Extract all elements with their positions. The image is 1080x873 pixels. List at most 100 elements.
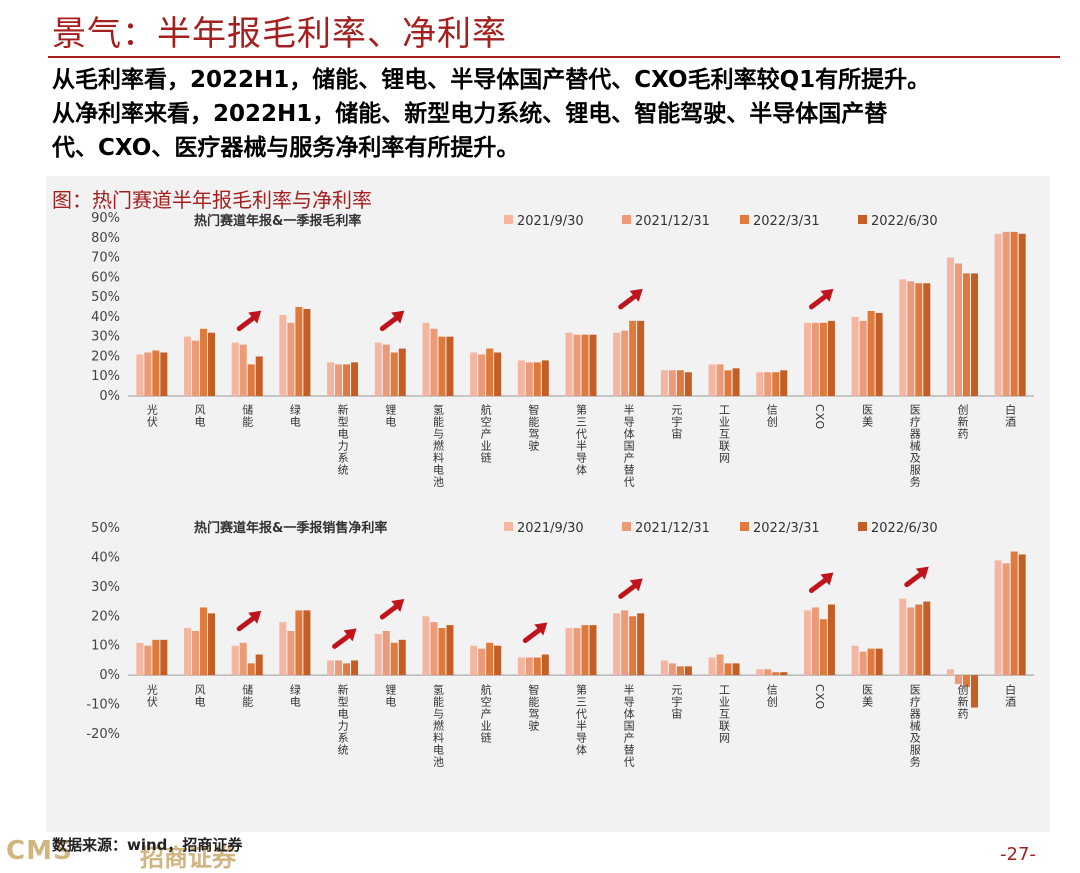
bar xyxy=(152,639,160,676)
category-label: 新型电力系统 xyxy=(336,683,349,756)
bar xyxy=(335,364,343,396)
bar xyxy=(907,281,915,396)
category-label: 储能 xyxy=(241,403,254,428)
trend-arrow xyxy=(904,570,926,588)
summary-line-2: 从净利率来看，2022H1，储能、新型电力系统、锂电、智能驾驶、半导体国产替 xyxy=(52,101,888,127)
bar xyxy=(152,350,160,396)
summary-line-3: 代、CXO、医疗器械与服务净利率有所提升。 xyxy=(52,135,520,161)
trend-arrow xyxy=(618,581,640,599)
bar xyxy=(192,631,200,676)
bar xyxy=(327,362,335,396)
bar xyxy=(255,654,263,676)
bar xyxy=(287,631,295,676)
trend-arrow xyxy=(332,631,354,649)
category-label: 新型电力系统 xyxy=(336,403,349,476)
category-label: 医疗器械及服务 xyxy=(908,684,921,768)
bar xyxy=(994,233,1002,396)
legend-label: 2021/9/30 xyxy=(517,521,584,536)
bar xyxy=(676,370,684,396)
category-label: 氢能与燃料电池 xyxy=(431,403,444,488)
category-label: 创新药 xyxy=(956,404,969,440)
bar xyxy=(772,372,780,396)
chart-title: 热门赛道年报&一季报毛利率 xyxy=(194,213,361,229)
bar xyxy=(478,354,486,396)
bar xyxy=(684,372,692,396)
bar xyxy=(660,660,668,676)
bar xyxy=(581,334,589,396)
bar xyxy=(327,660,335,676)
category-label: 智能驾驶 xyxy=(527,683,540,732)
gross-margin-chart: 热门赛道年报&一季报毛利率 2021/9/30 2021/12/31 2022/3/3… xyxy=(91,211,1034,488)
trend-arrow xyxy=(808,576,830,594)
bar xyxy=(756,669,764,676)
bar xyxy=(970,675,978,708)
bar xyxy=(819,322,827,396)
bar xyxy=(915,283,923,396)
bar xyxy=(899,279,907,396)
bar xyxy=(1018,554,1026,676)
bar xyxy=(239,642,247,676)
bar xyxy=(859,651,867,676)
bar xyxy=(764,372,772,396)
bar xyxy=(708,364,716,396)
bar xyxy=(430,622,438,676)
chart-panel xyxy=(46,176,1050,832)
bar xyxy=(724,663,732,676)
category-label: 储能 xyxy=(241,683,254,708)
bar xyxy=(390,642,398,676)
bar xyxy=(303,610,311,676)
bar xyxy=(565,628,573,676)
trend-arrow-head xyxy=(915,566,929,580)
category-label: 医美 xyxy=(861,684,874,708)
bar xyxy=(676,666,684,676)
bar xyxy=(136,354,144,396)
page-number: -27- xyxy=(1000,844,1036,865)
bar xyxy=(208,613,216,676)
category-label: 锂电 xyxy=(384,683,397,708)
bar xyxy=(295,307,303,396)
bar xyxy=(1002,563,1010,676)
bar xyxy=(486,642,494,676)
bar xyxy=(200,328,208,396)
category-label: 第三代半导体 xyxy=(575,403,588,476)
category-label: 风电 xyxy=(193,404,206,428)
bar xyxy=(867,648,875,676)
bar xyxy=(382,631,390,676)
trend-arrow xyxy=(236,614,258,632)
bar xyxy=(335,660,343,676)
y-tick-label: 60% xyxy=(91,270,120,285)
bar xyxy=(525,657,533,676)
legend-label: 2021/12/31 xyxy=(635,214,710,229)
category-label: 信创 xyxy=(765,404,778,428)
bar xyxy=(668,663,676,676)
legend-swatch xyxy=(622,215,631,224)
category-label: 医疗器械及服务 xyxy=(908,404,921,488)
bar xyxy=(954,675,962,684)
trend-arrow xyxy=(236,314,258,332)
y-tick-label: -10% xyxy=(86,698,120,713)
legend-swatch xyxy=(504,522,513,531)
bar xyxy=(803,610,811,676)
legend-swatch xyxy=(740,215,749,224)
bar xyxy=(374,342,382,396)
bar xyxy=(573,628,581,676)
bar xyxy=(621,330,629,396)
bar xyxy=(351,362,359,396)
trend-arrow-head xyxy=(820,288,834,302)
category-label: 风电 xyxy=(193,684,206,708)
category-label: 创新药 xyxy=(956,684,969,720)
category-label: 工业互联网 xyxy=(718,684,731,744)
bar xyxy=(565,332,573,396)
bar xyxy=(684,666,692,676)
category-label: 白酒 xyxy=(1004,403,1017,428)
y-tick-label: 0% xyxy=(99,668,120,683)
bar xyxy=(629,320,637,396)
bar xyxy=(732,368,740,396)
bar xyxy=(764,669,772,676)
bar xyxy=(923,601,931,676)
bar xyxy=(907,607,915,676)
bar xyxy=(144,352,152,396)
y-tick-label: 30% xyxy=(91,330,120,345)
bar xyxy=(954,263,962,396)
category-label: CXO xyxy=(813,404,826,430)
